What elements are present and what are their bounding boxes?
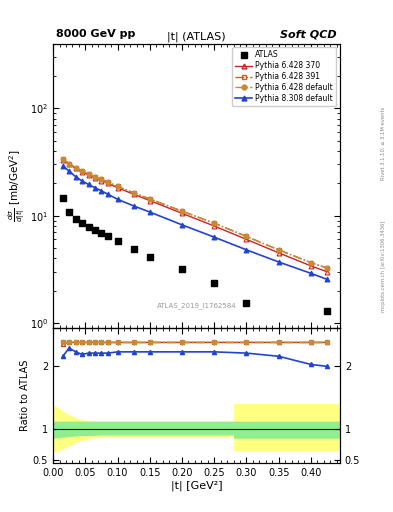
- Point: [275, 331, 282, 339]
- X-axis label: |t| [GeV²]: |t| [GeV²]: [171, 481, 222, 492]
- Legend: ATLAS, Pythia 6.428 370, Pythia 6.428 391, Pythia 6.428 default, Pythia 8.308 de: ATLAS, Pythia 6.428 370, Pythia 6.428 39…: [232, 47, 336, 106]
- Text: 8000 GeV pp: 8000 GeV pp: [56, 29, 135, 39]
- Text: Rivet 3.1.10, ≥ 3.1M events: Rivet 3.1.10, ≥ 3.1M events: [381, 106, 386, 180]
- Point: [85, 223, 92, 231]
- Point: [243, 298, 250, 307]
- Point: [98, 229, 105, 237]
- Point: [147, 253, 153, 261]
- Point: [130, 245, 137, 253]
- Point: [308, 359, 314, 368]
- Text: ATLAS_2019_I1762584: ATLAS_2019_I1762584: [157, 302, 236, 309]
- Point: [66, 208, 72, 216]
- Point: [179, 265, 185, 273]
- Y-axis label: $\frac{d\sigma}{d|t|}\ \mathrm{[mb/GeV^2]}$: $\frac{d\sigma}{d|t|}\ \mathrm{[mb/GeV^2…: [7, 149, 27, 222]
- Point: [114, 237, 121, 245]
- Text: mcplots.cern.ch [arXiv:1306.3436]: mcplots.cern.ch [arXiv:1306.3436]: [381, 221, 386, 312]
- Title: |t| (ATLAS): |t| (ATLAS): [167, 31, 226, 42]
- Point: [92, 226, 98, 234]
- Point: [211, 279, 217, 287]
- Point: [105, 231, 111, 240]
- Point: [72, 216, 79, 224]
- Point: [79, 219, 85, 227]
- Point: [60, 194, 66, 202]
- Text: Soft QCD: Soft QCD: [281, 29, 337, 39]
- Point: [324, 307, 330, 315]
- Y-axis label: Ratio to ATLAS: Ratio to ATLAS: [20, 360, 30, 431]
